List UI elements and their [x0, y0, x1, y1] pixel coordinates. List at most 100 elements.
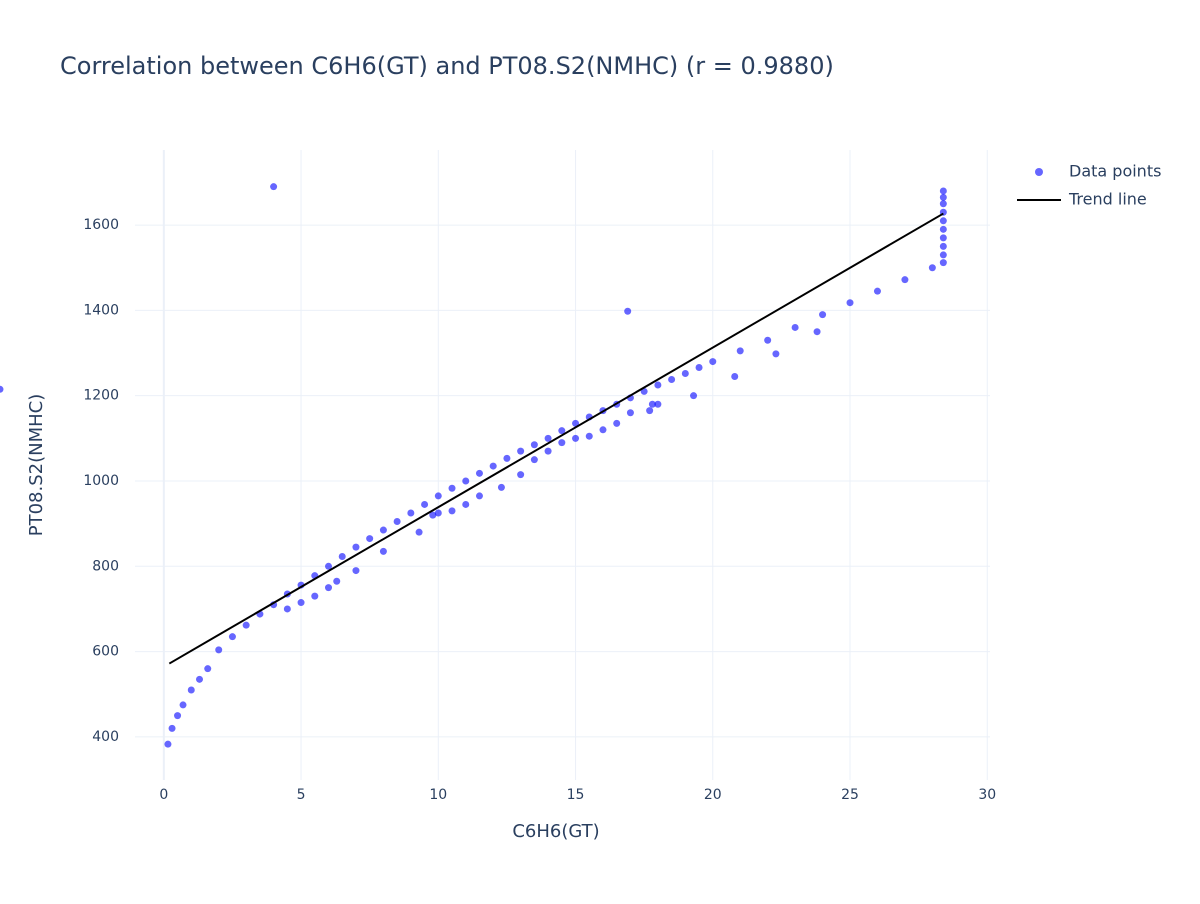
trend-line	[168, 212, 944, 665]
data-point	[939, 251, 947, 259]
data-point	[462, 477, 470, 485]
data-point	[939, 234, 947, 242]
data-point	[772, 350, 780, 358]
data-point	[736, 347, 744, 355]
data-point	[572, 419, 580, 427]
data-point	[558, 427, 566, 435]
data-point	[928, 264, 936, 272]
data-point	[497, 483, 505, 491]
x-tick-label: 25	[841, 787, 859, 803]
data-point	[325, 562, 333, 570]
data-point	[939, 193, 947, 201]
data-point	[297, 599, 305, 607]
data-point	[939, 242, 947, 250]
data-point	[448, 484, 456, 492]
y-tick-label: 600	[92, 644, 119, 660]
legend-label: Data points	[1069, 162, 1161, 181]
data-point	[179, 701, 187, 709]
data-point	[196, 675, 204, 683]
data-point	[530, 456, 538, 464]
data-point	[646, 407, 654, 415]
data-point	[270, 183, 278, 191]
x-tick-label: 20	[704, 787, 722, 803]
data-point	[352, 567, 360, 575]
x-axis-title: C6H6(GT)	[512, 821, 599, 842]
data-point	[939, 259, 947, 267]
data-point	[204, 665, 212, 673]
data-point	[0, 385, 4, 393]
data-point	[421, 500, 429, 508]
data-point	[846, 299, 854, 307]
grid: 0 5 10 15 20 25 30 400 600 800 1000 1200 1400 1600	[83, 150, 996, 803]
data-point	[164, 740, 172, 748]
data-point	[813, 328, 821, 336]
data-point	[187, 686, 195, 694]
x-tick-label: 30	[978, 787, 996, 803]
data-point	[648, 400, 656, 408]
data-point	[338, 552, 346, 560]
data-point	[690, 392, 698, 400]
data-point	[624, 307, 632, 315]
data-point	[819, 311, 827, 319]
data-point	[544, 434, 552, 442]
data-point	[517, 471, 525, 479]
y-tick-label: 1400	[83, 302, 119, 318]
x-tick-label: 15	[567, 787, 585, 803]
data-point	[462, 500, 470, 508]
data-point	[475, 469, 483, 477]
data-point	[228, 633, 236, 641]
legend-label: Trend line	[1068, 190, 1147, 209]
data-point	[654, 400, 662, 408]
data-point	[640, 387, 648, 395]
data-point	[242, 621, 250, 629]
data-point	[475, 492, 483, 500]
data-point	[585, 432, 593, 440]
data-point	[901, 276, 909, 284]
data-point	[599, 426, 607, 434]
data-point	[311, 592, 319, 600]
x-tick-label: 0	[159, 787, 168, 803]
data-point	[626, 409, 634, 417]
data-point	[668, 375, 676, 383]
plot-area	[0, 183, 947, 748]
data-point	[429, 511, 437, 519]
data-point	[333, 577, 341, 585]
data-point	[503, 454, 511, 462]
legend-symbol	[1035, 168, 1043, 176]
data-point	[939, 200, 947, 208]
y-tick-label: 800	[92, 558, 119, 574]
data-point	[325, 584, 333, 592]
data-point	[731, 372, 739, 380]
data-point	[434, 509, 442, 517]
data-point	[558, 439, 566, 447]
data-point	[283, 605, 291, 613]
data-point	[415, 528, 423, 536]
data-point	[613, 419, 621, 427]
y-tick-label: 1600	[83, 217, 119, 233]
data-point	[709, 358, 717, 366]
data-point	[379, 526, 387, 534]
data-point	[352, 543, 360, 551]
data-point	[681, 370, 689, 378]
data-point	[654, 381, 662, 389]
data-point	[764, 336, 772, 344]
data-point	[572, 434, 580, 442]
x-tick-label: 10	[429, 787, 447, 803]
data-point	[366, 535, 374, 543]
data-point	[530, 441, 538, 449]
data-point	[393, 518, 401, 526]
data-point	[434, 492, 442, 500]
data-point	[939, 225, 947, 233]
x-tick-label: 5	[297, 787, 306, 803]
data-point	[517, 447, 525, 455]
data-point	[489, 462, 497, 470]
data-point	[873, 287, 881, 295]
data-point	[695, 364, 703, 372]
y-axis-title: PT08.S2(NMHC)	[26, 394, 47, 537]
data-point	[215, 646, 223, 654]
data-point	[174, 712, 182, 720]
y-tick-label: 400	[92, 729, 119, 745]
data-point	[168, 724, 176, 732]
data-point	[939, 187, 947, 195]
